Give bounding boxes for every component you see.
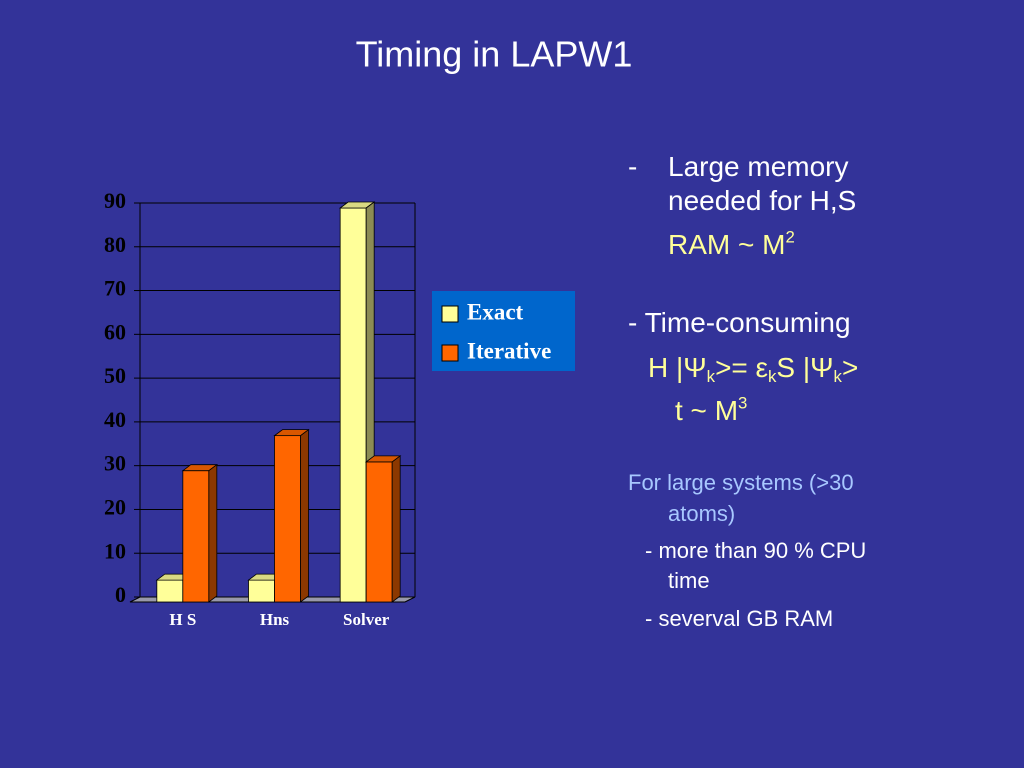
subscript: k [768,367,777,387]
legend-swatch [441,344,459,362]
note-text: - severval GB RAM [645,606,834,631]
bar [274,435,301,603]
bullet-text: Large memory [668,151,849,182]
y-tick-label: 20 [104,494,126,519]
y-tick-label: 60 [104,319,126,344]
y-tick-label: 30 [104,451,126,476]
equation: H |Ψk>= εkS |Ψk> [648,352,859,385]
subscript: k [706,367,716,387]
legend-label: Iterative [467,338,551,363]
subscript: k [833,367,842,387]
bar [182,470,210,603]
y-tick-label: 90 [104,188,126,213]
y-tick-label: 80 [104,232,126,257]
y-tick-label: 10 [104,538,126,563]
bullet-marker: - [628,151,638,182]
formula: t ~ M3 [675,394,747,426]
formula-text: t ~ M [675,395,739,426]
legend-swatch [441,305,459,323]
bullet-text: needed for H,S [668,185,857,216]
y-tick-label: 70 [104,276,126,301]
bar-side [208,463,218,603]
formula-text: RAM ~ M [668,229,786,260]
formula: RAM ~ M2 [668,228,795,260]
note-text: - more than 90 % CPU [645,538,867,563]
equation-text: > [841,352,859,383]
superscript: 2 [785,227,795,247]
note-text: time [668,568,710,593]
y-tick-label: 40 [104,407,126,432]
equation-text: S |Ψ [776,352,834,383]
legend-label: Exact [467,299,524,324]
x-tick-label: H S [169,610,196,629]
equation-text: >= ε [715,352,769,383]
y-tick-label: 0 [115,582,126,607]
y-tick-label: 50 [104,363,126,388]
equation-text: H |Ψ [648,352,707,383]
bar [365,461,393,603]
x-tick-label: Hns [260,610,290,629]
bar [156,579,184,603]
bar [339,207,367,603]
superscript: 3 [738,393,748,413]
x-tick-label: Solver [343,610,390,629]
bar-side [300,428,309,603]
bar [248,579,275,603]
bullet-text: - Time-consuming [628,307,851,338]
chart-title: Timing in LAPW1 [356,34,633,75]
note-text: atoms) [668,501,736,526]
bar-side [391,455,401,603]
note-text: For large systems (>30 [628,470,854,495]
